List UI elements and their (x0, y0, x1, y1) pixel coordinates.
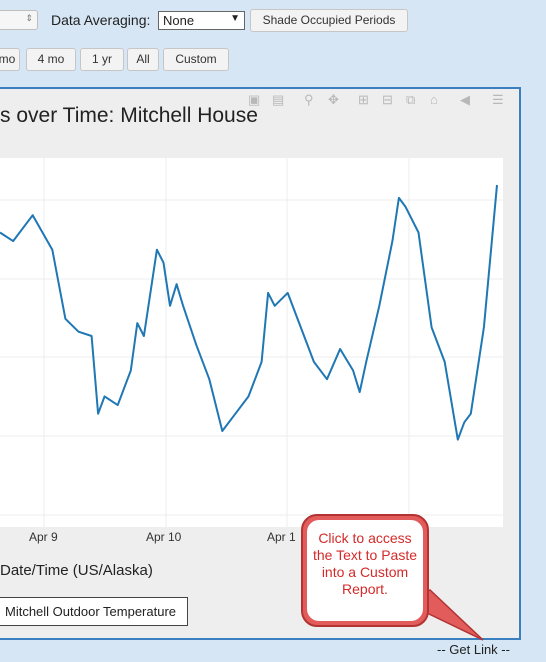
select-caret-icon: ⇕ (25, 13, 33, 23)
get-link[interactable]: -- Get Link -- (437, 642, 510, 657)
legend-item[interactable]: Mitchell Outdoor Temperature (0, 597, 188, 626)
shade-occupied-button[interactable]: Shade Occupied Periods (250, 9, 408, 32)
x-axis-title: Date/Time (US/Alaska) (0, 562, 153, 579)
data-averaging-value: None (163, 13, 195, 28)
data-averaging-label: Data Averaging: (51, 12, 151, 28)
help-callout-text: Click to access the Text to Paste into a… (307, 520, 423, 621)
pan-icon[interactable]: ✥ (328, 92, 339, 107)
interval-select[interactable]: ⇕ (0, 10, 38, 30)
series-line (0, 184, 498, 441)
range-button-all[interactable]: All (127, 48, 159, 71)
chart-title: s over Time: Mitchell House (0, 104, 258, 127)
grid-lines (0, 158, 503, 527)
data-averaging-select[interactable]: None ▼ (158, 11, 245, 30)
autoscale-icon[interactable]: ⧉ (406, 92, 416, 107)
zoom-out-icon[interactable]: ⊟ (382, 92, 393, 107)
hover-compare-icon[interactable]: ☰ (492, 92, 504, 107)
zoom-in-icon[interactable]: ⊞ (358, 92, 369, 107)
zoom-icon[interactable]: ⚲ (304, 92, 314, 107)
x-tick-label: Apr 1 (267, 530, 296, 544)
range-button-custom[interactable]: Custom (163, 48, 229, 71)
save-icon[interactable]: ▤ (272, 92, 285, 107)
camera-icon[interactable]: ▣ (248, 92, 261, 107)
chevron-down-icon: ▼ (230, 13, 240, 24)
range-button-mo[interactable]: mo (0, 48, 20, 71)
help-callout: Click to access the Text to Paste into a… (301, 514, 429, 627)
range-button-1yr[interactable]: 1 yr (80, 48, 124, 71)
home-icon[interactable]: ⌂ (430, 92, 438, 107)
x-tick-label: Apr 10 (146, 530, 182, 544)
hover-closest-icon[interactable]: ◀ (460, 92, 470, 107)
x-tick-label: Apr 9 (29, 530, 58, 544)
range-button-4mo[interactable]: 4 mo (26, 48, 76, 71)
plot-background (0, 158, 503, 527)
